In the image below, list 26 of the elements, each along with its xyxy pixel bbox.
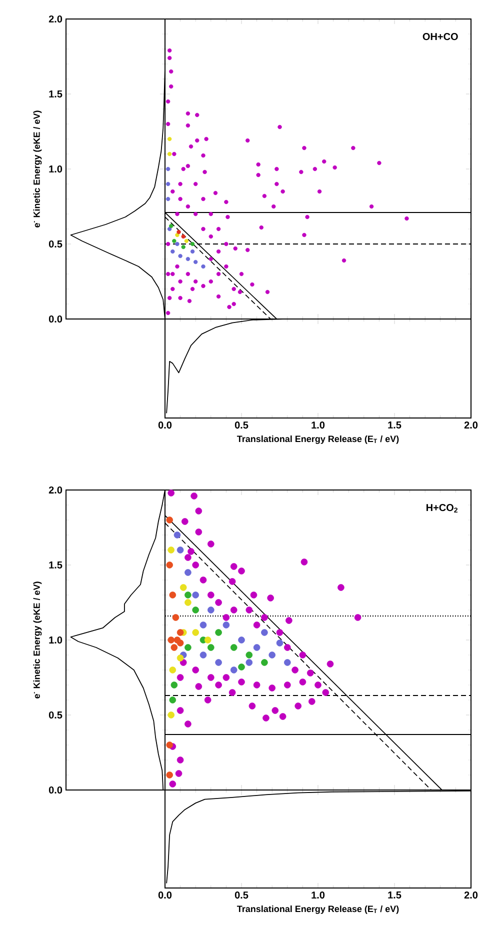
y-tick-label: 1.5 — [49, 90, 62, 98]
y-axis-title: e$^{-}$ Kinetic Energy (eKE / eV) — [33, 110, 42, 228]
x-tick-label: 0.5 — [234, 422, 248, 429]
y-axis-title: e$^{-}$ Kinetic Energy (eKE / eV) — [33, 582, 42, 698]
x-axis-title: Translational Energy Release (E$_{T}$ / eV) — [236, 905, 399, 914]
x-tick-label: 1.0 — [312, 892, 325, 899]
x-tick-label: 2.0 — [464, 892, 478, 899]
y-tick-label: 2.0 — [48, 15, 62, 23]
y-tick-label: 1.5 — [49, 562, 62, 568]
x-tick-label: 1.0 — [312, 422, 325, 429]
x-axis-title: Translational Energy Release (E$_{T}$ / eV) — [236, 435, 399, 444]
annotation: H+CO$_{2}$ — [426, 504, 458, 513]
x-tick-label: 1.5 — [388, 422, 402, 428]
x-tick-label: 1.5 — [388, 892, 402, 899]
y-tick-label: 0.0 — [48, 786, 62, 794]
x-tick-label: 0.0 — [158, 892, 172, 899]
annotation: OH+CO — [422, 33, 458, 40]
y-tick-label: 0.5 — [48, 711, 62, 719]
x-tick-label: 0.5 — [234, 892, 248, 899]
y-tick-label: 0.0 — [48, 315, 62, 323]
y-tick-label: 1.0 — [49, 636, 62, 644]
y-tick-label: 1.0 — [49, 165, 62, 173]
y-tick-label: 2.0 — [48, 486, 62, 494]
y-tick-label: 0.5 — [48, 240, 62, 248]
x-tick-label: 0.0 — [158, 422, 172, 429]
x-tick-label: 2.0 — [464, 422, 478, 429]
